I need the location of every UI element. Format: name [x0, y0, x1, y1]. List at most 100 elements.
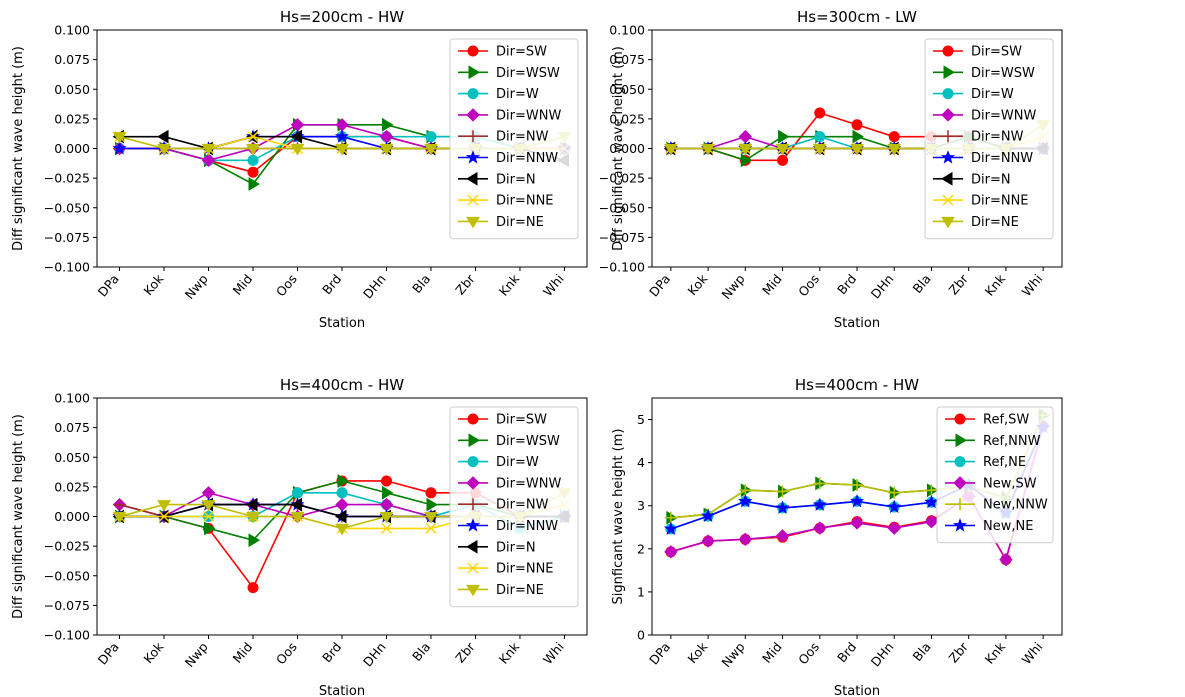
legend-entry: Dir=NE [933, 215, 1019, 230]
x-tick-label: DHn [868, 271, 897, 301]
chart-title: Hs=300cm - LW [797, 8, 917, 26]
x-tick-label: Knk [496, 271, 523, 299]
x-tick-label: Nwp [182, 639, 211, 670]
legend-label: Ref,NNW [983, 434, 1041, 449]
legend-entry: Dir=WSW [458, 433, 560, 449]
x-tick-label: Nwp [182, 271, 211, 302]
axes-frame [651, 397, 1063, 636]
legend-marker [466, 216, 480, 229]
legend-marker [467, 456, 479, 468]
chart-title: Hs=200cm - HW [280, 8, 404, 26]
legend-label: Dir=NNW [496, 519, 558, 534]
legend-marker [467, 562, 479, 574]
y-tick-label: 5 [637, 412, 645, 427]
data-point [924, 514, 939, 529]
x-tick-label: Kok [684, 639, 710, 666]
chart-title: Hs=400cm - HW [795, 376, 919, 394]
legend-marker [955, 433, 967, 448]
data-point [813, 521, 827, 535]
legend-marker [953, 476, 967, 490]
data-point [248, 533, 260, 548]
x-tick-label: Brd [834, 639, 859, 665]
legend-entry: Ref,NNW [945, 433, 1041, 449]
legend-marker [467, 194, 479, 206]
legend-entry: Dir=WNW [458, 108, 561, 123]
legend-marker [942, 45, 954, 57]
data-point [738, 532, 753, 547]
data-point [336, 487, 348, 499]
data-point [246, 497, 258, 512]
x-tick-label: Brd [319, 271, 344, 297]
data-point [247, 166, 259, 178]
legend-entry: Dir=SW [933, 45, 1022, 60]
data-point [778, 129, 790, 144]
legend-marker [954, 498, 966, 511]
axes-frame [651, 29, 1063, 268]
legend-entry: Dir=WSW [458, 65, 560, 81]
y-tick-label: −0.050 [44, 568, 90, 583]
x-tick-label: DHn [360, 271, 389, 301]
y-tick-label: −0.100 [44, 628, 90, 643]
y-tick-label: 0.075 [609, 52, 645, 67]
legend-label: Dir=WSW [496, 434, 560, 449]
x-tick-label: Zbr [946, 639, 972, 666]
legend-entry: Dir=W [458, 455, 539, 470]
legend-entry: Dir=N [458, 171, 536, 187]
legend-marker [468, 433, 480, 448]
y-axis-label: Diff significant wave height (m) [611, 46, 626, 251]
data-point [738, 129, 753, 144]
legend-marker [468, 65, 480, 80]
data-point [381, 485, 394, 500]
data-point [247, 154, 259, 166]
y-tick-label: 0 [637, 628, 645, 643]
data-point [379, 497, 394, 512]
legend-label: Dir=NNW [971, 151, 1033, 166]
data-point [379, 512, 394, 524]
data-point [248, 177, 260, 191]
legend-marker [941, 216, 955, 229]
y-tick-label: 0.075 [54, 52, 90, 67]
legend-marker [941, 171, 953, 186]
data-point [852, 129, 864, 144]
data-point [850, 516, 864, 530]
legend-label: Dir=WSW [496, 66, 560, 81]
data-point [813, 477, 826, 490]
legend-entry: Dir=WSW [933, 65, 1035, 81]
data-point [775, 500, 790, 514]
legend: Ref,SW Ref,NNW Ref,NE New,SW New,NNW New,NE [936, 406, 1054, 544]
x-tick-label: Oos [795, 639, 822, 667]
x-tick-label: Bla [910, 271, 934, 296]
x-tick-label: Whi [1019, 271, 1046, 299]
legend-label: Ref,NE [983, 455, 1026, 470]
data-point [887, 521, 901, 535]
data-point [379, 144, 394, 156]
data-point [814, 131, 826, 143]
y-axis-label: Signficant wave height (m) [611, 429, 626, 605]
data-point [738, 144, 753, 156]
data-point [925, 484, 938, 497]
data-point [290, 144, 305, 156]
data-point [157, 129, 169, 144]
legend-marker [942, 194, 954, 206]
x-tick-label: Oos [795, 271, 822, 299]
data-point [849, 493, 865, 508]
y-tick-label: 0.100 [54, 23, 90, 38]
x-tick-label: DPa [95, 271, 122, 299]
legend-marker [466, 171, 478, 186]
data-point [204, 521, 216, 536]
legend-label: Dir=NE [971, 215, 1019, 230]
x-tick-label: Bla [409, 639, 433, 664]
legend-label: Dir=SW [496, 413, 547, 428]
data-point [290, 512, 305, 524]
y-tick-label: 0.025 [609, 111, 645, 126]
data-point [112, 512, 127, 524]
x-tick-label: Whi [540, 271, 567, 299]
data-point [851, 119, 863, 131]
x-tick-label: DPa [646, 639, 673, 667]
legend: Dir=SW Dir=WSW Dir=W Dir=WNW Dir=NW Dir=NNW Di… [449, 406, 579, 608]
legend-marker [954, 456, 966, 468]
data-point [334, 129, 350, 143]
y-tick-label: 0.050 [54, 82, 90, 97]
x-tick-label: Nwp [718, 271, 747, 302]
y-tick-label: 1 [637, 584, 645, 599]
